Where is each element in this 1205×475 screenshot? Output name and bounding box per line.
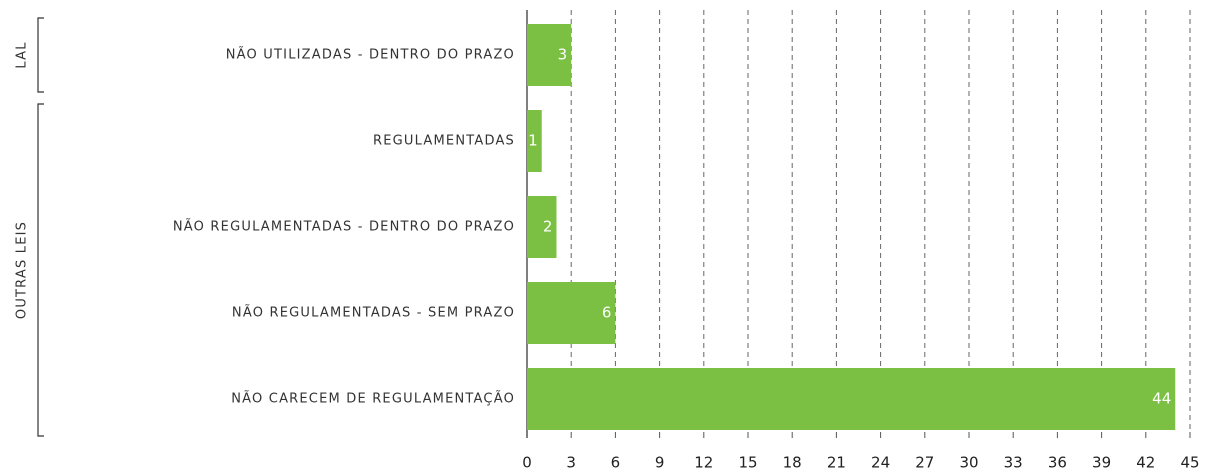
bar-value-label: 2: [543, 218, 553, 236]
x-tick-label: 33: [1004, 454, 1023, 472]
group-label: LAL: [15, 41, 30, 68]
category-label: NÃO REGULAMENTADAS - SEM PRAZO: [232, 305, 515, 321]
x-tick-label: 15: [738, 454, 757, 472]
group-bracket: [37, 103, 44, 437]
x-tick-label: 12: [694, 454, 713, 472]
bar-value-label: 1: [528, 132, 538, 150]
x-tick-label: 3: [566, 454, 576, 472]
group-label: OUTRAS LEIS: [15, 221, 30, 319]
x-tick-label: 18: [783, 454, 802, 472]
group-bracket: [37, 17, 44, 93]
category-label: NÃO REGULAMENTADAS - DENTRO DO PRAZO: [173, 219, 515, 235]
category-label: NÃO CARECEM DE REGULAMENTAÇÃO: [231, 391, 515, 407]
x-tick-label: 36: [1048, 454, 1067, 472]
category-label: NÃO UTILIZADAS - DENTRO DO PRAZO: [226, 47, 515, 63]
bar-value-label: 3: [558, 46, 568, 64]
bar: [527, 368, 1176, 430]
bar: [527, 282, 616, 344]
x-tick-label: 24: [871, 454, 890, 472]
x-tick-label: 21: [827, 454, 846, 472]
category-label: REGULAMENTADAS: [373, 134, 515, 149]
x-tick-label: 42: [1136, 454, 1155, 472]
x-tick-label: 45: [1180, 454, 1199, 472]
x-tick-label: 39: [1092, 454, 1111, 472]
bar-value-label: 44: [1152, 390, 1171, 408]
bar: [527, 110, 542, 172]
x-tick-label: 30: [959, 454, 978, 472]
x-tick-label: 9: [655, 454, 665, 472]
x-tick-label: 0: [522, 454, 532, 472]
bar: [527, 24, 572, 86]
bar: [527, 196, 557, 258]
x-tick-label: 27: [915, 454, 934, 472]
bar-value-label: 6: [602, 304, 612, 322]
x-tick-label: 6: [611, 454, 621, 472]
